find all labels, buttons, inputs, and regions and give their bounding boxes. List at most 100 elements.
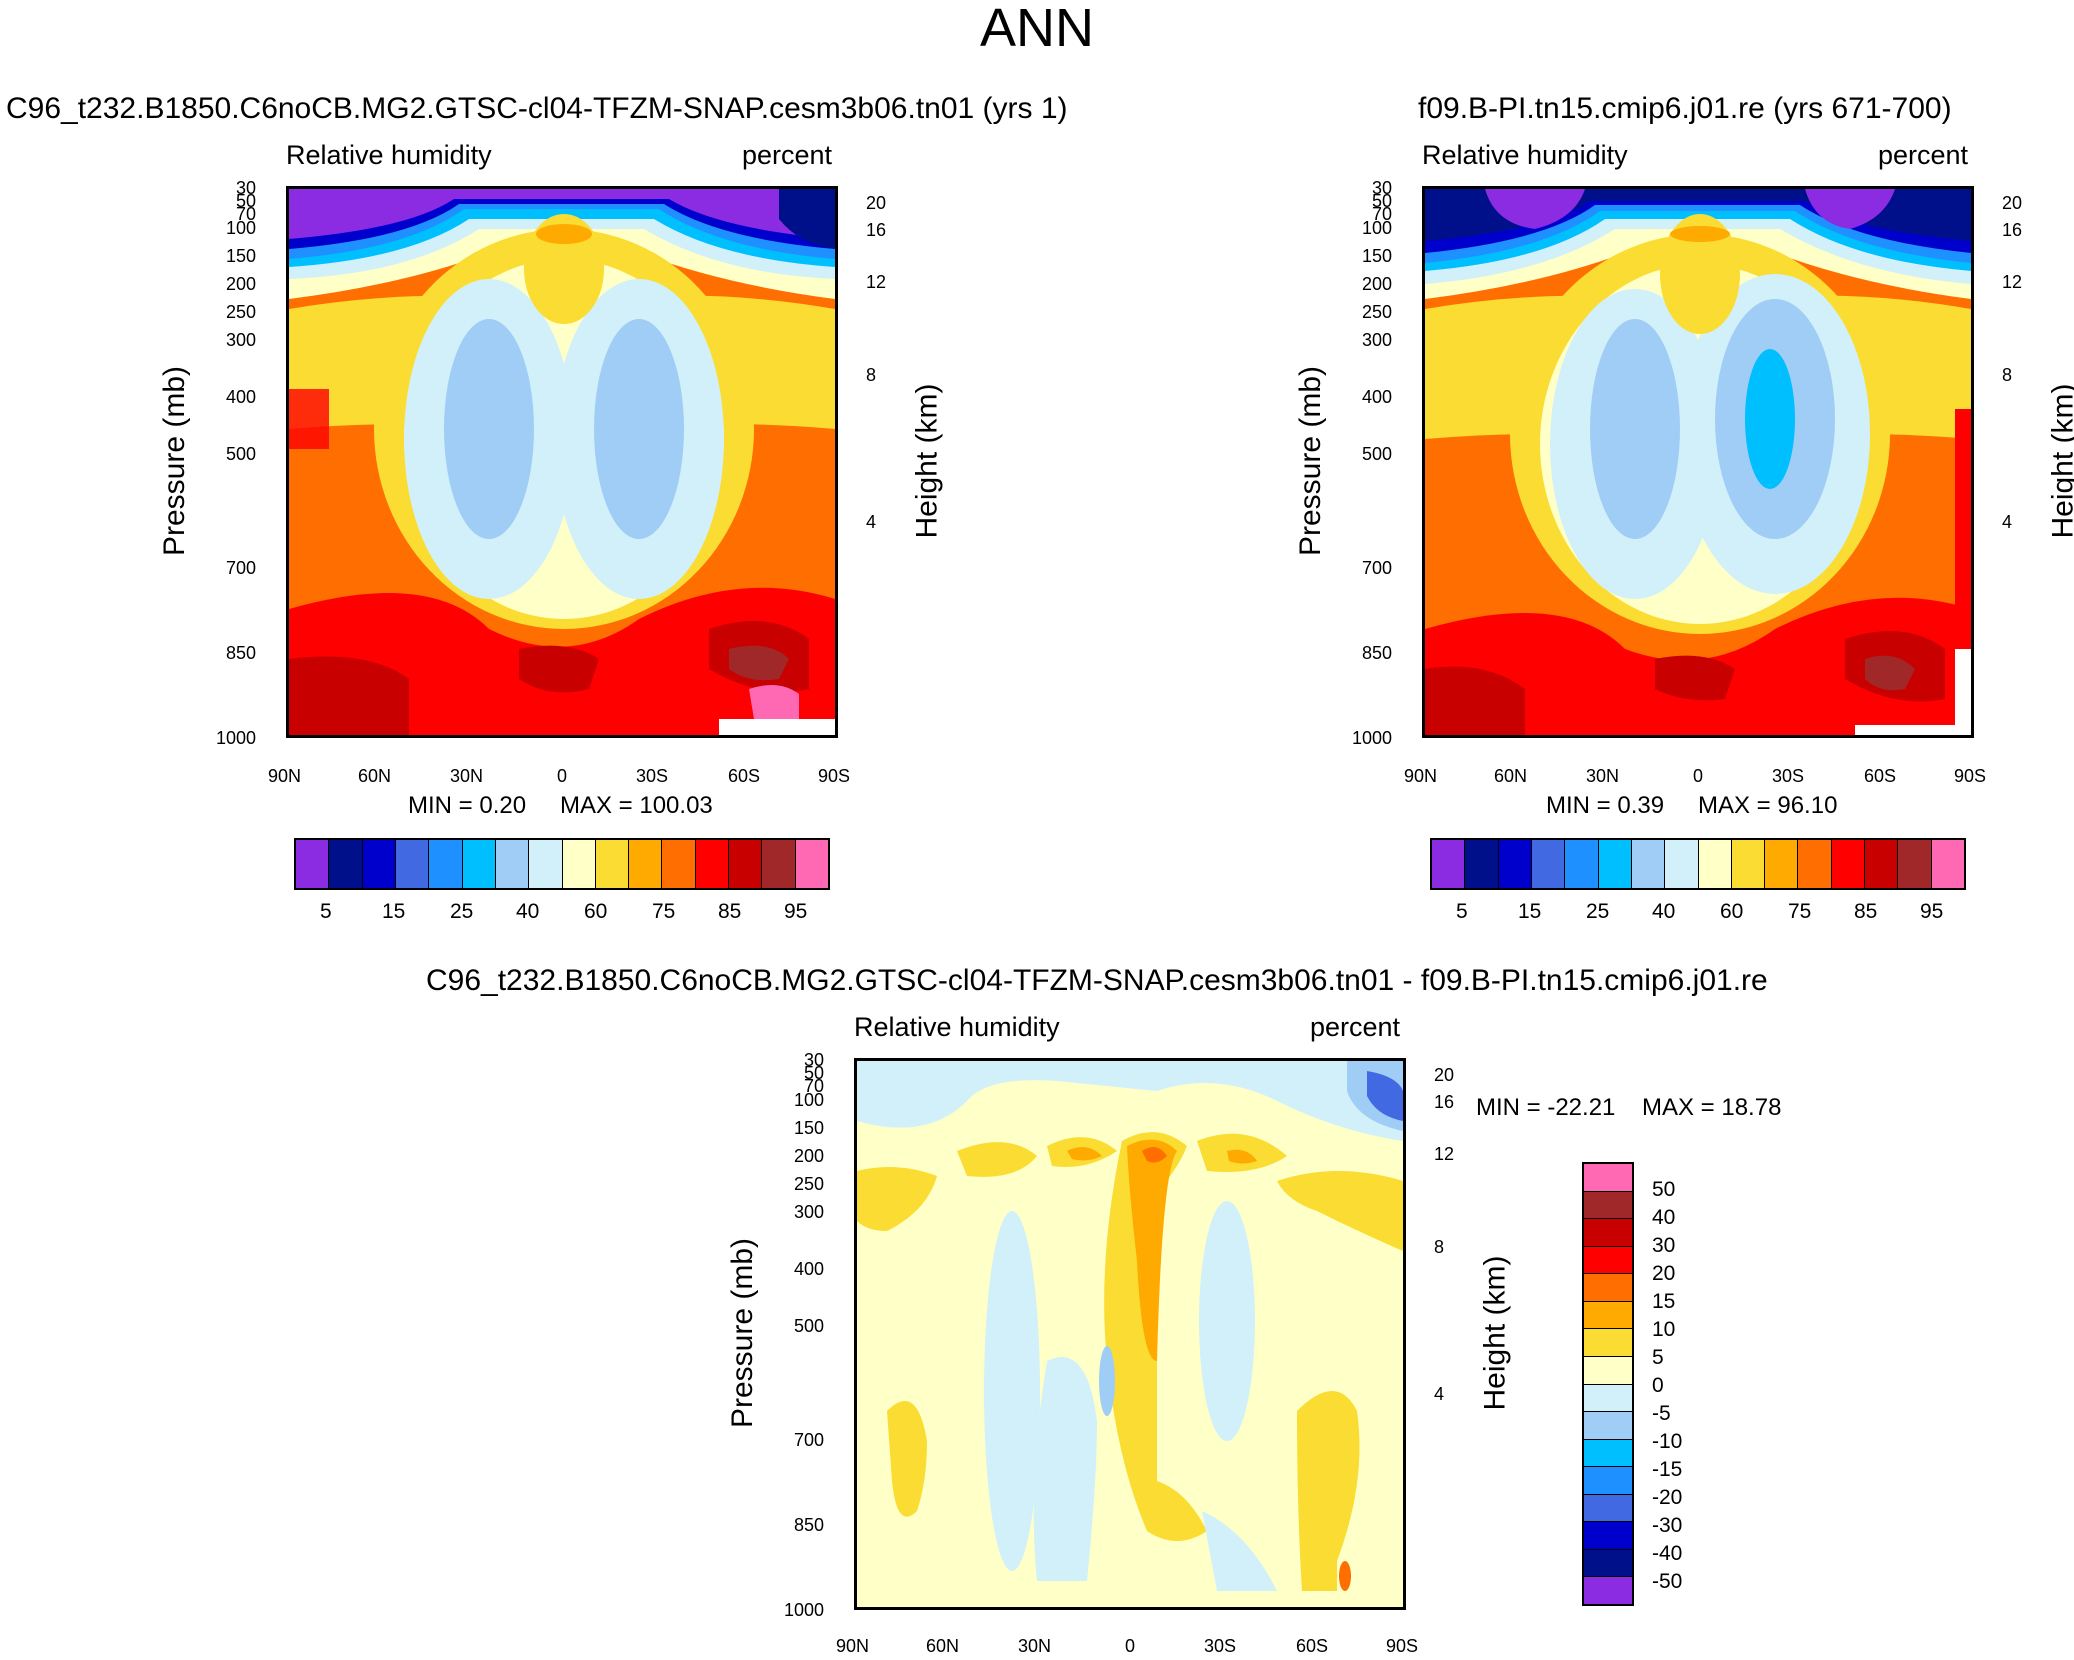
panel2-colorbar-label: 15 xyxy=(1518,900,1542,923)
panel1-y2tick: 8 xyxy=(866,365,877,385)
panel1-y2tick: 4 xyxy=(866,512,877,532)
colorbar-swatch xyxy=(1584,1246,1632,1275)
panel3-xtick: 60S xyxy=(1296,1636,1329,1656)
panel3-ytick: 100 xyxy=(794,1090,825,1110)
panel2-ytick: 500 xyxy=(1362,444,1393,464)
panel2-ytick: 100 xyxy=(1362,218,1393,238)
colorbar-swatch xyxy=(1765,840,1799,888)
colorbar-swatch xyxy=(362,840,396,888)
panel3-y2tick: 20 xyxy=(1434,1065,1455,1085)
panel1-ytick: 50 xyxy=(236,191,257,211)
colorbar-swatch xyxy=(429,840,463,888)
panel3-xtick: 0 xyxy=(1125,1636,1136,1656)
panel1-units-label: percent xyxy=(742,140,833,170)
panel2-y2tick: 16 xyxy=(2002,220,2023,240)
panel2-xtick: 0 xyxy=(1693,766,1704,786)
panel3-ytick: 700 xyxy=(794,1430,825,1450)
colorbar-swatch xyxy=(1584,1384,1632,1413)
colorbar-swatch xyxy=(1931,840,1964,888)
panel3-colorbar-label: -15 xyxy=(1652,1458,1683,1481)
colorbar-swatch xyxy=(1731,840,1766,888)
panel3-plot-area xyxy=(854,1058,1406,1610)
panel3-colorbar-label: 15 xyxy=(1652,1290,1676,1313)
panel3-colorbar xyxy=(1582,1162,1634,1606)
panel3-min: MIN = -22.21 xyxy=(1476,1094,1616,1121)
panel1-xtick: 30N xyxy=(450,766,484,786)
panel1-y2tick: 16 xyxy=(866,220,887,240)
panel2-plot-area xyxy=(1422,186,1974,738)
panel2-xtick: 60S xyxy=(1864,766,1897,786)
panel2-colorbar-label: 85 xyxy=(1854,900,1878,923)
panel3-y2tick: 16 xyxy=(1434,1092,1455,1112)
colorbar-swatch xyxy=(529,840,563,888)
colorbar-swatch xyxy=(1798,840,1832,888)
panel1-ytick: 250 xyxy=(226,302,257,322)
panel1-colorbar-label: 95 xyxy=(784,900,808,923)
panel3-colorbar-label: -5 xyxy=(1652,1402,1671,1425)
colorbar-swatch xyxy=(1584,1549,1632,1578)
panel3-max: MAX = 18.78 xyxy=(1642,1094,1782,1121)
panel2-y2tick: 12 xyxy=(2002,272,2023,292)
panel3-xtick: 30S xyxy=(1204,1636,1237,1656)
colorbar-swatch xyxy=(329,840,363,888)
colorbar-swatch xyxy=(1432,840,1466,888)
colorbar-swatch xyxy=(1898,840,1932,888)
panel1-colorbar-label: 75 xyxy=(652,900,676,923)
panel2-colorbar-label: 75 xyxy=(1788,900,1812,923)
colorbar-swatch xyxy=(1584,1191,1632,1220)
panel3-colorbar-label: -40 xyxy=(1652,1542,1683,1565)
panel1-colorbar xyxy=(294,838,830,890)
panel1-ytick: 30 xyxy=(236,178,257,198)
panel2-max: MAX = 96.10 xyxy=(1698,792,1838,819)
panel2-min: MIN = 0.39 xyxy=(1546,792,1665,819)
panel2-ytick: 1000 xyxy=(1352,728,1393,748)
panel3-ylabel: Pressure (mb) xyxy=(726,1237,760,1429)
panel1-colorbar-label: 15 xyxy=(382,900,406,923)
colorbar-swatch xyxy=(1584,1301,1632,1330)
panel1-ytick: 700 xyxy=(226,558,257,578)
colorbar-swatch xyxy=(296,840,330,888)
panel1-ytick: 70 xyxy=(236,204,257,224)
panel2-y2tick: 4 xyxy=(2002,512,2013,532)
panel3-y2tick: 8 xyxy=(1434,1237,1445,1257)
panel1-ylabel: Pressure (mb) xyxy=(158,365,192,557)
colorbar-swatch xyxy=(1584,1439,1632,1468)
colorbar-swatch xyxy=(629,840,663,888)
panel2-xtick: 30N xyxy=(1586,766,1620,786)
panel3-colorbar-label: 5 xyxy=(1652,1346,1664,1369)
panel3-colorbar-label: -10 xyxy=(1652,1430,1683,1453)
panel2-ytick: 250 xyxy=(1362,302,1393,322)
panel3-xtick: 60N xyxy=(926,1636,960,1656)
panel3-y2tick: 4 xyxy=(1434,1384,1445,1404)
colorbar-swatch xyxy=(495,840,530,888)
panel3-title: C96_t232.B1850.C6noCB.MG2.GTSC-cl04-TFZM… xyxy=(426,964,1768,997)
panel2-ytick: 150 xyxy=(1362,246,1393,266)
panel1-ytick: 200 xyxy=(226,274,257,294)
panel3-ytick: 400 xyxy=(794,1259,825,1279)
panel2-xtick: 30S xyxy=(1772,766,1805,786)
panel1-y2tick: 12 xyxy=(866,272,887,292)
panel1-y2label: Height (km) xyxy=(910,383,944,539)
panel1-plot-area xyxy=(286,186,838,738)
colorbar-swatch xyxy=(762,840,796,888)
colorbar-swatch xyxy=(1665,840,1699,888)
panel2-xtick: 90N xyxy=(1404,766,1438,786)
colorbar-swatch xyxy=(1584,1467,1632,1495)
colorbar-swatch xyxy=(1865,840,1899,888)
panel2-ylabel: Pressure (mb) xyxy=(1294,365,1328,557)
panel1-min: MIN = 0.20 xyxy=(408,792,527,819)
colorbar-swatch xyxy=(1584,1329,1632,1357)
panel1-ytick: 1000 xyxy=(216,728,257,748)
panel3-colorbar-label: -20 xyxy=(1652,1486,1683,1509)
panel1-xtick: 60S xyxy=(728,766,761,786)
colorbar-swatch xyxy=(1584,1164,1632,1192)
panel2-y2tick: 8 xyxy=(2002,365,2013,385)
colorbar-swatch xyxy=(595,840,630,888)
panel2-colorbar-label: 60 xyxy=(1720,900,1744,923)
panel2-title: f09.B-PI.tn15.cmip6.j01.re (yrs 671-700) xyxy=(1418,92,1952,125)
colorbar-swatch xyxy=(1698,840,1732,888)
panel1-xtick: 60N xyxy=(358,766,392,786)
panel3-xtick: 90N xyxy=(836,1636,870,1656)
panel3-colorbar-label: 20 xyxy=(1652,1262,1676,1285)
colorbar-swatch xyxy=(795,840,828,888)
